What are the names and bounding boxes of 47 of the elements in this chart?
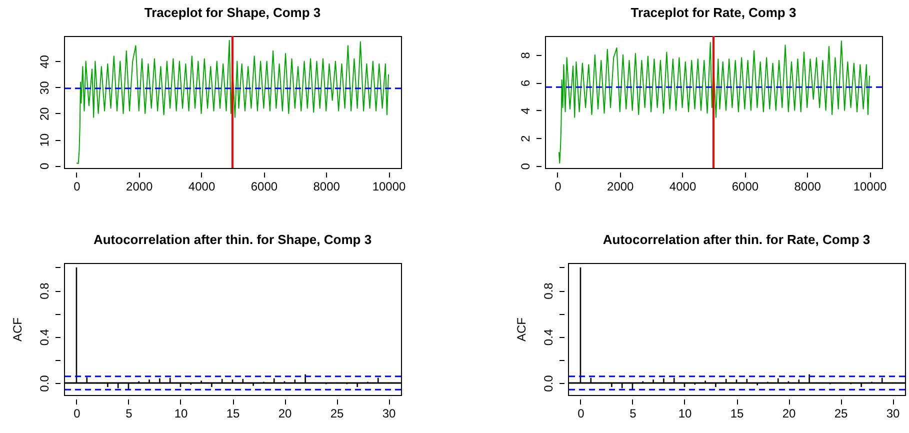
x-tick-label: 10000 [853, 180, 888, 194]
x-tick-label: 20 [782, 406, 796, 420]
x-tick-label: 4000 [669, 180, 696, 194]
x-tick-label: 10000 [372, 180, 406, 194]
chart-title: Traceplot for Shape, Comp 3 [144, 5, 321, 20]
x-tick-label: 0 [74, 406, 81, 420]
y-tick-label: 4 [518, 107, 532, 114]
x-tick-label: 8000 [794, 180, 822, 194]
y-axis-title: ACF [10, 318, 24, 342]
y-tick-label: 2 [518, 135, 532, 142]
chart-title: Traceplot for Rate, Comp 3 [630, 5, 796, 20]
y-tick-label: 10 [38, 133, 52, 147]
y-tick-label: 0.0 [542, 374, 556, 392]
x-tick-label: 15 [226, 406, 240, 420]
x-tick-label: 15 [730, 406, 744, 420]
y-tick-label: 0.8 [542, 282, 556, 300]
x-tick-label: 20 [278, 406, 292, 420]
y-tick-label: 0 [38, 162, 52, 170]
x-tick-label: 4000 [188, 180, 216, 194]
y-tick-label: 0.4 [542, 328, 556, 346]
x-tick-label: 2000 [607, 180, 634, 194]
x-tick-label: 8000 [313, 180, 340, 194]
y-axis-title: ACF [514, 318, 528, 342]
x-tick-label: 30 [382, 406, 396, 420]
y-tick-label: 40 [38, 54, 52, 68]
y-tick-label: 6 [518, 79, 532, 86]
x-tick-label: 25 [834, 406, 848, 420]
y-tick-label: 30 [38, 80, 52, 95]
chart-title: Autocorrelation after thin. for Rate, Comp 3 [602, 232, 870, 247]
y-tick-label: 0.8 [38, 282, 52, 300]
chart-title: Autocorrelation after thin. for Shape, Comp 3 [93, 232, 372, 247]
x-tick-label: 5 [630, 406, 637, 420]
x-tick-label: 10 [174, 406, 188, 420]
x-tick-label: 6000 [250, 180, 278, 194]
y-tick-label: 0 [518, 162, 532, 170]
y-tick-label: 8 [518, 52, 532, 59]
x-tick-label: 5 [126, 406, 133, 420]
x-tick-label: 0 [74, 180, 81, 194]
x-tick-label: 30 [886, 406, 900, 420]
y-tick-label: 0.4 [38, 328, 52, 346]
y-tick-label: 20 [38, 106, 52, 121]
x-tick-label: 2000 [126, 180, 154, 194]
x-tick-label: 0 [578, 406, 585, 420]
x-tick-label: 10 [678, 406, 692, 420]
x-tick-label: 6000 [732, 180, 759, 194]
y-tick-label: 0.0 [38, 374, 52, 392]
x-tick-label: 25 [330, 406, 344, 420]
